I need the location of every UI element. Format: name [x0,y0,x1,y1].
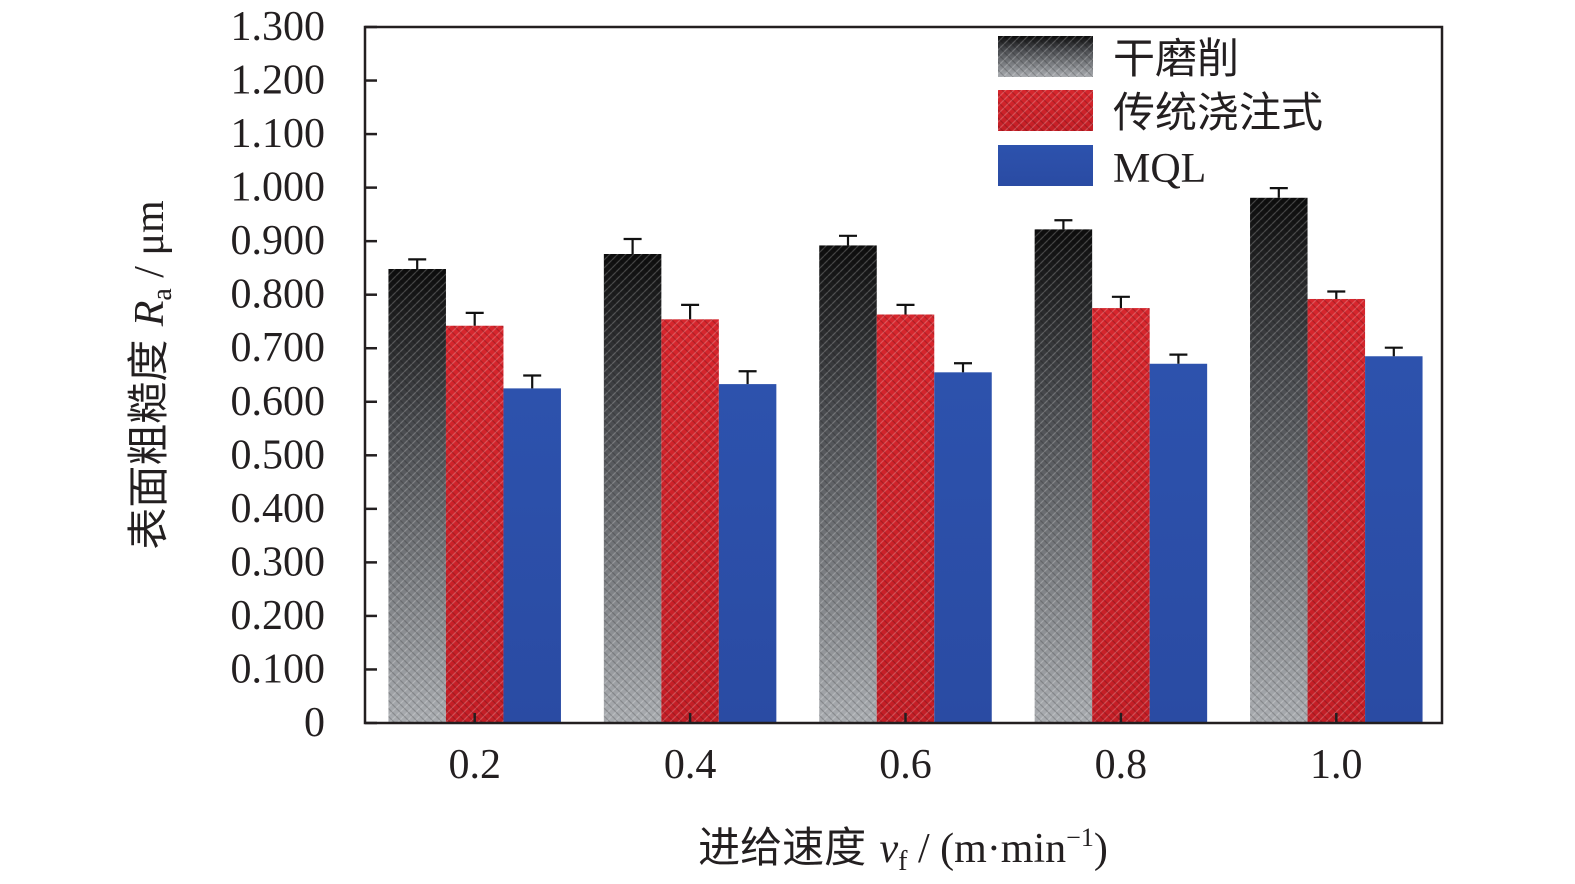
x-tick-label: 0.6 [879,742,932,788]
y-tick-label: 0.800 [231,272,326,318]
error-bars [408,187,1403,389]
y-tick-label: 0.300 [231,539,326,585]
bar-flood-texture [445,325,504,723]
y-tick-label: 0.900 [231,218,326,264]
y-tick-label: 1.000 [231,165,326,211]
legend-label-flood: 传统浇注式 [1113,90,1323,137]
bar-dry-texture [388,268,446,723]
bar-dry-texture [1250,197,1308,723]
bar-dry-texture [603,254,662,723]
x-tick-label: 0.8 [1095,742,1148,788]
legend: 干磨削 传统浇注式 MQL [998,36,1323,192]
x-axis-label: 进给速度 vf / (m·min−1) [698,823,1108,877]
bar-mql [718,384,777,723]
legend-item-flood: 传统浇注式 [998,90,1323,137]
legend-swatch-mql [998,145,1093,186]
bar-mql [1149,363,1208,723]
bar-flood-texture [1092,308,1150,723]
bar-mql [503,388,561,723]
legend-label-mql: MQL [1113,146,1206,192]
bar-mql [1365,356,1423,723]
y-axis: 0 0.100 0.200 0.300 0.400 0.500 0.600 0.700 0.80… [231,4,377,746]
legend-label-dry: 干磨削 [1113,37,1239,83]
y-tick-label: 0.100 [231,646,326,692]
bar-flood-texture [661,319,719,723]
legend-item-mql: MQL [998,145,1206,192]
y-tick-label: 0.200 [231,593,326,639]
plot-frame [363,25,1444,725]
y-tick-label: 0.600 [231,379,326,425]
plot-bars [388,197,1423,724]
y-tick-label: 0.400 [231,486,326,532]
y-axis-label: 表面粗糙度 Ra / μm [124,200,178,550]
x-tick-label: 1.0 [1310,742,1363,788]
y-tick-label: 0 [304,700,325,746]
bar-mql [934,372,992,723]
bar-dry-texture [1034,229,1093,724]
legend-item-dry: 干磨削 [998,36,1239,83]
y-tick-label: 0.700 [231,325,326,371]
x-axis: 0.2 0.4 0.6 0.8 1.0 [448,713,1363,788]
y-tick-label: 1.100 [231,111,326,157]
y-tick-label: 1.200 [231,58,326,104]
bar-flood-texture [1307,298,1366,723]
y-tick-label: 0.500 [231,432,326,478]
y-tick-label: 1.300 [231,4,326,50]
x-tick-label: 0.2 [448,742,501,788]
bar-flood-texture [876,314,935,723]
bar-dry-texture [819,245,877,723]
x-tick-label: 0.4 [664,742,717,788]
